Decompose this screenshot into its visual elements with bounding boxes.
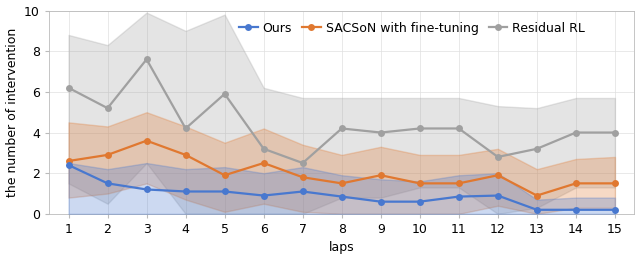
Ours <box>260 194 268 197</box>
Ours <box>104 182 111 185</box>
Residual RL <box>416 127 424 130</box>
Legend: Ours, SACSoN with fine-tuning, Residual RL: Ours, SACSoN with fine-tuning, Residual … <box>234 17 590 40</box>
Ours <box>455 195 463 198</box>
SACSoN with fine-tuning <box>494 174 502 177</box>
SACSoN with fine-tuning <box>65 159 72 162</box>
Residual RL <box>260 147 268 150</box>
Ours <box>338 195 346 198</box>
SACSoN with fine-tuning <box>455 182 463 185</box>
Ours <box>494 194 502 197</box>
Residual RL <box>533 147 541 150</box>
Residual RL <box>104 107 111 110</box>
Residual RL <box>377 131 385 134</box>
SACSoN with fine-tuning <box>572 182 580 185</box>
SACSoN with fine-tuning <box>533 194 541 197</box>
Ours <box>143 188 150 191</box>
Ours <box>221 190 228 193</box>
SACSoN with fine-tuning <box>299 176 307 179</box>
Line: Ours: Ours <box>65 162 618 213</box>
Y-axis label: the number of intervention: the number of intervention <box>6 28 19 197</box>
Residual RL <box>221 92 228 95</box>
SACSoN with fine-tuning <box>221 174 228 177</box>
SACSoN with fine-tuning <box>416 182 424 185</box>
SACSoN with fine-tuning <box>260 161 268 165</box>
Ours <box>299 190 307 193</box>
SACSoN with fine-tuning <box>377 174 385 177</box>
Residual RL <box>494 155 502 159</box>
Residual RL <box>65 86 72 89</box>
Line: SACSoN with fine-tuning: SACSoN with fine-tuning <box>65 137 618 199</box>
Residual RL <box>143 58 150 61</box>
SACSoN with fine-tuning <box>338 182 346 185</box>
Residual RL <box>455 127 463 130</box>
Ours <box>377 200 385 203</box>
Ours <box>572 208 580 211</box>
SACSoN with fine-tuning <box>611 182 619 185</box>
Ours <box>65 164 72 167</box>
Line: Residual RL: Residual RL <box>65 56 618 166</box>
SACSoN with fine-tuning <box>104 153 111 157</box>
SACSoN with fine-tuning <box>182 153 189 157</box>
Residual RL <box>182 127 189 130</box>
Ours <box>611 208 619 211</box>
Residual RL <box>338 127 346 130</box>
Ours <box>182 190 189 193</box>
Ours <box>533 208 541 211</box>
Residual RL <box>611 131 619 134</box>
Ours <box>416 200 424 203</box>
X-axis label: laps: laps <box>329 242 355 255</box>
Residual RL <box>299 161 307 165</box>
Residual RL <box>572 131 580 134</box>
SACSoN with fine-tuning <box>143 139 150 142</box>
